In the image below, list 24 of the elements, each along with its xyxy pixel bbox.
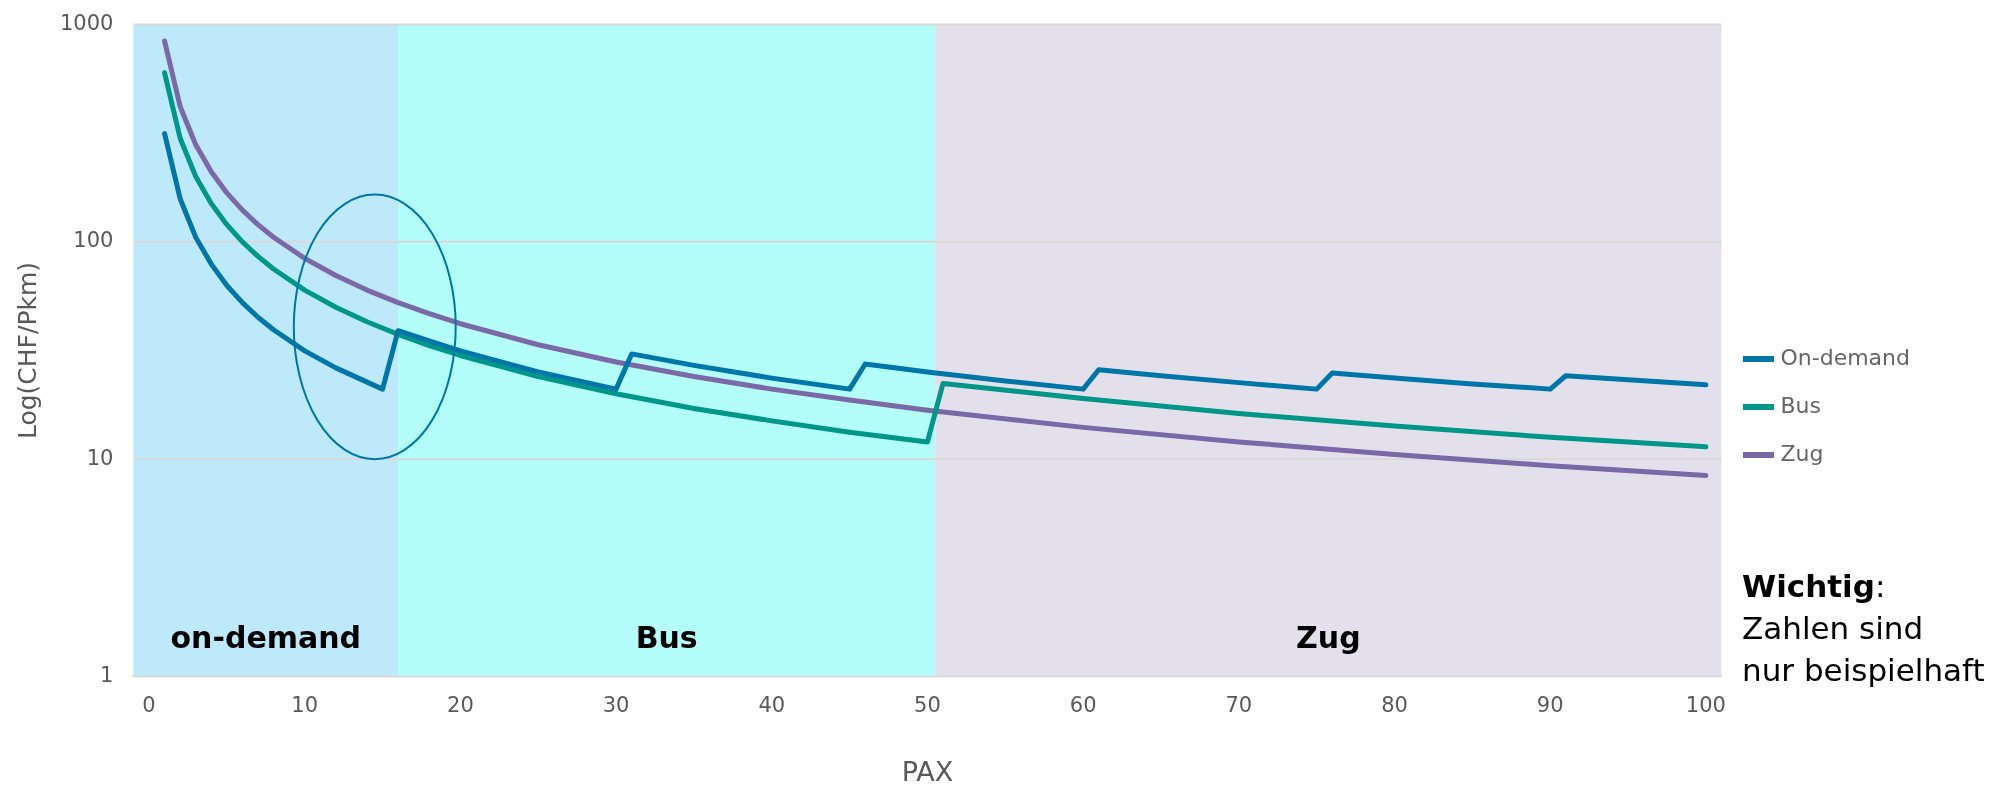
x-tick-label: 100 xyxy=(1685,693,1726,718)
legend-label: On-demand xyxy=(1780,344,1911,370)
band-label: Zug xyxy=(1296,620,1361,656)
y-axis-title: Log(CHF/Pkm) xyxy=(12,261,42,440)
y-tick-label: 100 xyxy=(73,228,114,253)
x-tick-label: 40 xyxy=(758,693,786,718)
text: Wichtig: Zahlen sind nur beispielhaft xyxy=(1742,567,1985,690)
y-tick-label: 1 xyxy=(100,662,114,687)
x-tick-label: 20 xyxy=(447,693,474,718)
x-tick-label: 70 xyxy=(1225,693,1253,718)
x-axis-title: PAX xyxy=(901,755,954,787)
x-tick-label: 90 xyxy=(1536,693,1564,718)
x-tick-label: 50 xyxy=(914,693,941,718)
x-tick-label: 80 xyxy=(1381,693,1408,718)
x-tick-label: 30 xyxy=(602,693,630,718)
legend-label: Zug xyxy=(1780,440,1824,466)
legend-label: Bus xyxy=(1780,392,1821,418)
x-tick-label: 60 xyxy=(1069,693,1097,718)
x-tick-label: 10 xyxy=(291,693,319,718)
band-label: on-demand xyxy=(170,620,362,656)
y-tick-label: 1000 xyxy=(59,11,114,36)
band-label: Bus xyxy=(635,620,698,656)
x-tick-label: 0 xyxy=(142,693,156,718)
y-tick-label: 10 xyxy=(86,445,114,470)
